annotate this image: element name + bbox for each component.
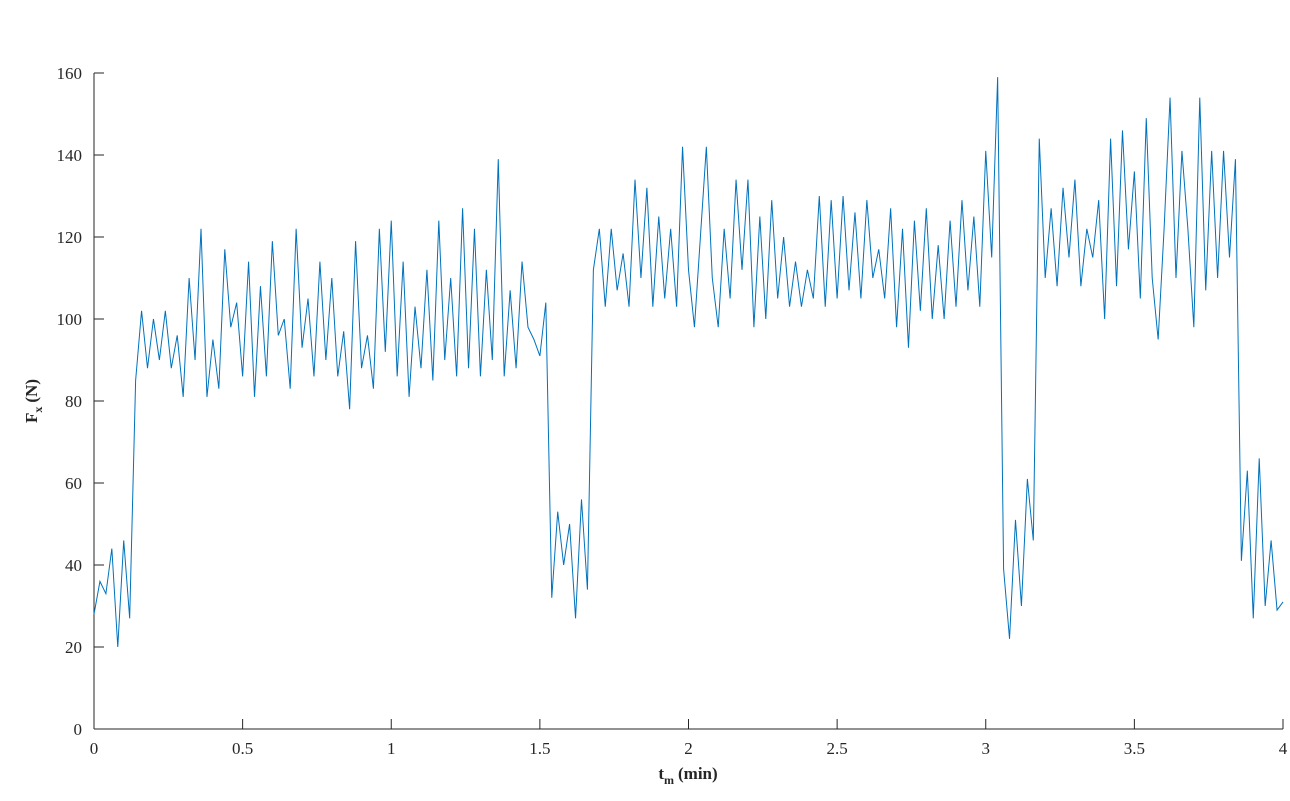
y-tick-label: 80 [65, 392, 82, 411]
y-tick-label: 120 [57, 228, 83, 247]
y-label-unit: (N) [22, 379, 41, 403]
data-line [93, 77, 1284, 648]
x-tick-label: 0 [90, 739, 99, 758]
x-tick-label: 2.5 [827, 739, 848, 758]
y-label-subscript: x [31, 407, 45, 413]
y-tick-label: 40 [65, 556, 82, 575]
y-tick-label: 20 [65, 638, 82, 657]
x-tick-label: 0.5 [232, 739, 253, 758]
y-label-symbol: F [22, 413, 41, 423]
x-tick-label: 3.5 [1124, 739, 1145, 758]
y-tick-label: 0 [74, 720, 83, 739]
x-tick-label: 1.5 [529, 739, 550, 758]
y-tick-label: 100 [57, 310, 83, 329]
x-tick-label: 1 [387, 739, 396, 758]
x-tick-label: 3 [982, 739, 991, 758]
x-tick-label: 2 [684, 739, 693, 758]
x-label-symbol: t [658, 764, 664, 783]
y-tick-label: 140 [57, 146, 83, 165]
x-axis-label: tm (min) [658, 764, 717, 787]
y-tick-label: 160 [57, 64, 83, 83]
y-tick-label: 60 [65, 474, 82, 493]
x-label-subscript: m [664, 773, 674, 787]
x-tick-label: 4 [1279, 739, 1288, 758]
x-label-unit: (min) [678, 764, 718, 783]
y-axis-label: Fx (N) [22, 379, 45, 423]
